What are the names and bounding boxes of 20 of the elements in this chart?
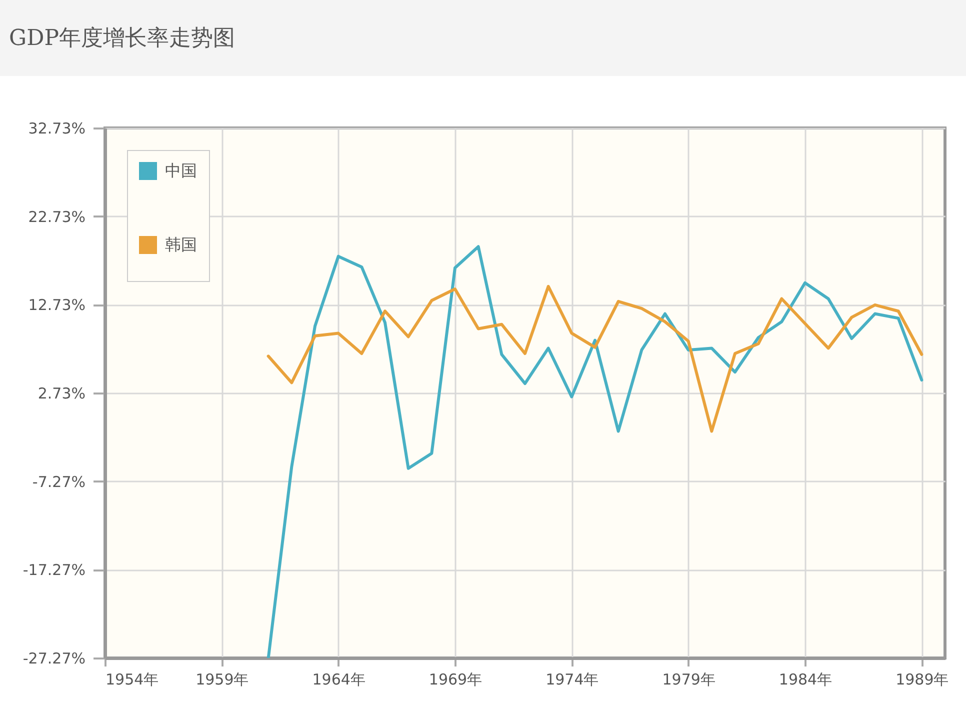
chart-title: GDP年度增长率走势图 bbox=[9, 26, 236, 51]
y-tick-label: 32.73% bbox=[28, 120, 86, 138]
x-tick-label: 1964年 bbox=[312, 670, 366, 688]
y-tick-label: -17.27% bbox=[22, 561, 86, 580]
x-tick-label: 1989年 bbox=[896, 670, 949, 688]
y-tick-label: -7.27% bbox=[32, 472, 86, 491]
x-tick-label: 1969年 bbox=[428, 670, 482, 688]
y-tick-label: 22.73% bbox=[28, 208, 86, 226]
line-series bbox=[266, 284, 924, 433]
y-tick-label: 2.73% bbox=[38, 384, 86, 402]
legend-label: 中国 bbox=[165, 161, 197, 180]
x-tick-label: 1954年 bbox=[106, 670, 159, 688]
y-tick-label: -27.27% bbox=[22, 650, 86, 668]
x-tick-label: 1974年 bbox=[546, 670, 599, 688]
x-tick-label: 1959年 bbox=[196, 670, 249, 688]
y-tick-label: 12.73% bbox=[28, 296, 86, 314]
line-series bbox=[266, 245, 924, 658]
legend-label: 韩国 bbox=[165, 235, 197, 254]
x-tick-label: 1979年 bbox=[662, 670, 716, 688]
x-tick-label: 1984年 bbox=[778, 670, 832, 688]
